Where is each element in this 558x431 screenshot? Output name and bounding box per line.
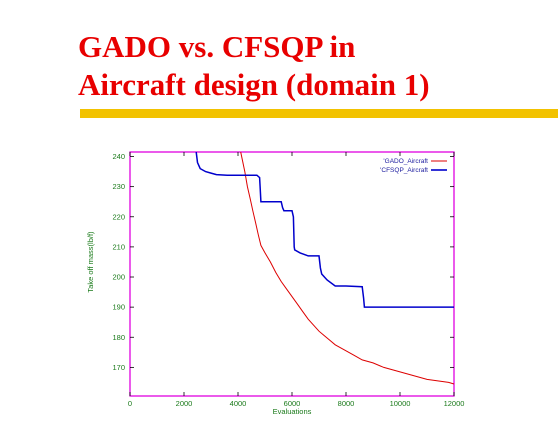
legend: 'GADO_Aircraft 'CFSQP_Aircraft: [380, 158, 447, 174]
x-axis-label: Evaluations: [273, 407, 312, 416]
x-tick-label: 10000: [390, 399, 411, 408]
y-axis-label: Take off mass(lb/f): [86, 231, 95, 293]
x-tick-label: 6000: [284, 399, 301, 408]
series-line-cfsqp: [195, 151, 454, 308]
x-tick-label: 8000: [338, 399, 355, 408]
y-tick-label: 200: [112, 273, 125, 282]
y-tick-label: 180: [112, 333, 125, 342]
y-tick-label: 230: [112, 182, 125, 191]
y-tick-label: 210: [112, 242, 125, 251]
slide-title-line-1: GADO vs. CFSQP in: [78, 29, 356, 64]
x-tick-label: 12000: [444, 399, 465, 408]
y-tick-label: 220: [112, 212, 125, 221]
x-tick-label: 2000: [176, 399, 193, 408]
y-tick-label: 190: [112, 303, 125, 312]
series-line-gado: [240, 151, 455, 385]
title-underline-bar: [80, 109, 558, 118]
slide-title-line-2: Aircraft design (domain 1): [78, 67, 430, 102]
legend-label-gado: 'GADO_Aircraft: [383, 158, 428, 165]
slide-title: GADO vs. CFSQP in Aircraft design (domai…: [78, 28, 548, 104]
x-tick-label: 0: [128, 399, 132, 408]
y-tick-label: 240: [112, 152, 125, 161]
x-tick-label: 4000: [230, 399, 247, 408]
y-tick-label: 170: [112, 363, 125, 372]
legend-label-cfsqp: 'CFSQP_Aircraft: [380, 167, 428, 174]
chart-frame: [129, 151, 455, 397]
